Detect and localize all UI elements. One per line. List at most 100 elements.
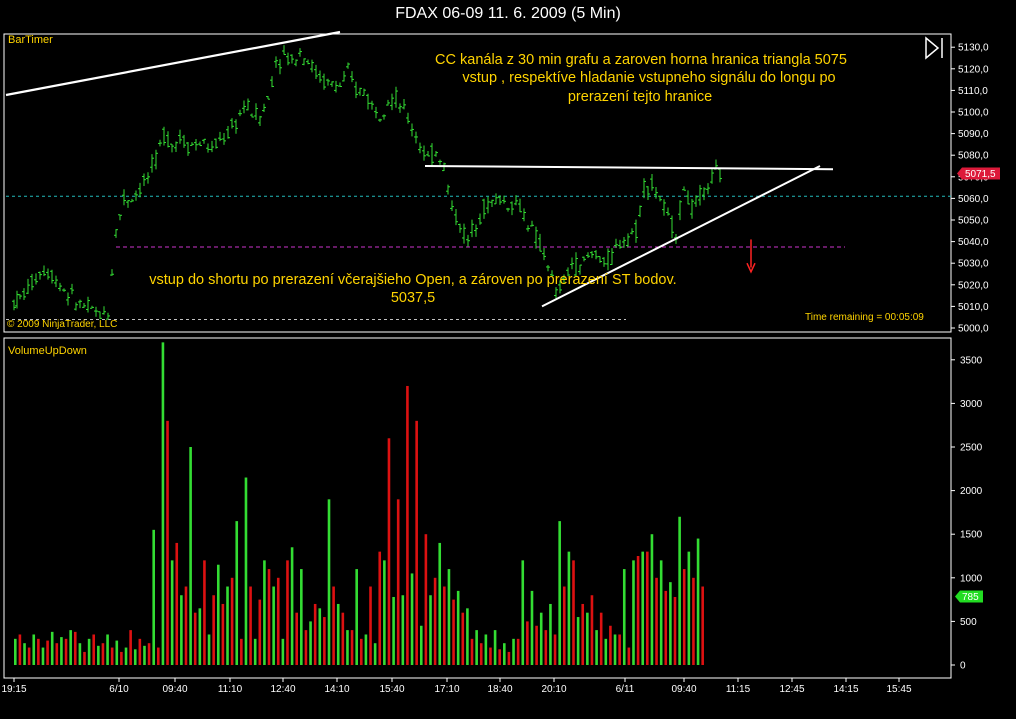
volume-bar-down <box>516 638 520 665</box>
price-bar <box>474 224 478 237</box>
price-bar <box>118 214 122 221</box>
price-bar <box>158 139 162 147</box>
price-bar <box>82 302 86 308</box>
price-bar <box>650 173 654 191</box>
price-tick-label: 5000,0 <box>958 324 989 335</box>
price-bar <box>302 58 306 66</box>
x-tick-label: 12:40 <box>270 684 295 695</box>
price-bar <box>30 273 34 291</box>
volume-bar-up <box>189 447 192 665</box>
volume-bar-up <box>373 643 377 665</box>
volume-bar-up <box>576 617 580 665</box>
volume-bar-down <box>332 586 335 665</box>
price-bar <box>366 93 370 110</box>
volume-bar-up <box>659 560 663 665</box>
volume-bar-down <box>627 647 631 665</box>
x-tick-label: 17:10 <box>434 684 459 695</box>
volume-bar-down <box>46 640 49 665</box>
volume-bar-up <box>669 582 672 665</box>
price-bar <box>134 190 138 201</box>
volume-bar-up <box>253 638 257 665</box>
volume-bar-down <box>175 542 179 665</box>
volume-bar-up <box>281 638 285 665</box>
price-bar <box>554 287 558 300</box>
price-bar <box>310 59 314 73</box>
volume-bar-down <box>286 560 289 665</box>
volume-bar-up <box>383 560 386 665</box>
price-bar <box>670 215 674 239</box>
volume-bar-down <box>572 560 575 665</box>
volume-bar-up <box>586 612 589 665</box>
price-bar <box>34 273 38 285</box>
price-bar <box>250 113 254 118</box>
price-bar <box>578 264 582 275</box>
volume-bar-down <box>646 551 649 665</box>
price-bar <box>418 142 422 154</box>
volume-bar-down <box>230 577 234 665</box>
price-bar <box>210 140 214 153</box>
price-bar <box>278 59 282 75</box>
price-bar <box>678 200 682 221</box>
volume-bar-up <box>503 643 506 665</box>
price-bar <box>46 268 50 280</box>
volume-bar-up <box>87 638 91 665</box>
volume-bar-down <box>212 595 215 665</box>
volume-bar-down <box>110 647 114 665</box>
volume-bar-down <box>443 586 446 665</box>
price-bar <box>682 186 686 191</box>
volume-bar-up <box>41 647 45 665</box>
price-bar <box>234 119 238 134</box>
volume-bar-up <box>429 595 432 665</box>
price-bar <box>314 64 318 79</box>
volume-tick-label: 3500 <box>960 355 983 366</box>
price-bar <box>138 182 142 198</box>
volume-bar-down <box>73 631 77 665</box>
x-tick-label: 19:15 <box>1 684 26 695</box>
volume-bar-up <box>133 649 137 665</box>
price-bar <box>490 199 494 207</box>
volume-bar-up <box>484 634 488 665</box>
volume-bar-down <box>83 651 86 665</box>
price-bar <box>610 248 614 265</box>
volume-bar-up <box>364 634 368 665</box>
volume-bar-up <box>244 477 248 665</box>
volume-bar-up <box>595 630 598 665</box>
price-bar <box>486 196 490 214</box>
price-bar <box>226 125 230 139</box>
price-bar <box>534 226 538 249</box>
x-tick-label: 15:40 <box>379 684 404 695</box>
price-bar <box>246 98 250 111</box>
volume-bar-down <box>64 638 68 665</box>
volume-bar-up <box>226 586 229 665</box>
chart-area[interactable]: 5130,05120,05110,05100,05090,05080,05070… <box>0 28 1016 719</box>
price-bar <box>590 251 594 259</box>
price-bar <box>274 56 278 68</box>
volume-bar-up <box>300 569 303 665</box>
price-bar <box>690 198 694 219</box>
price-bar <box>194 139 198 151</box>
price-tick-label: 5050,0 <box>958 216 989 227</box>
price-bar <box>94 306 98 317</box>
volume-bar-down <box>203 560 206 665</box>
price-bar <box>654 186 658 199</box>
price-bar <box>62 288 66 292</box>
volume-tick-label: 1000 <box>960 573 983 584</box>
price-bar <box>514 195 518 206</box>
volume-bar-down <box>267 569 271 665</box>
price-bar <box>638 205 642 218</box>
last-volume-badge <box>955 590 983 603</box>
price-bar <box>374 106 378 119</box>
price-bar <box>522 208 526 222</box>
volume-bar-up <box>466 608 469 665</box>
price-bar <box>318 70 322 83</box>
volume-bar-up <box>650 534 654 665</box>
price-tick-label: 5010,0 <box>958 302 989 313</box>
volume-bar-down <box>147 643 151 665</box>
price-bar <box>626 233 630 248</box>
volume-bar-up <box>143 645 146 665</box>
price-bar <box>398 103 402 113</box>
price-tick-label: 5120,0 <box>958 64 989 75</box>
price-bar <box>582 256 586 262</box>
triangle-upper-line <box>424 165 834 171</box>
x-tick-label: 09:40 <box>162 684 187 695</box>
